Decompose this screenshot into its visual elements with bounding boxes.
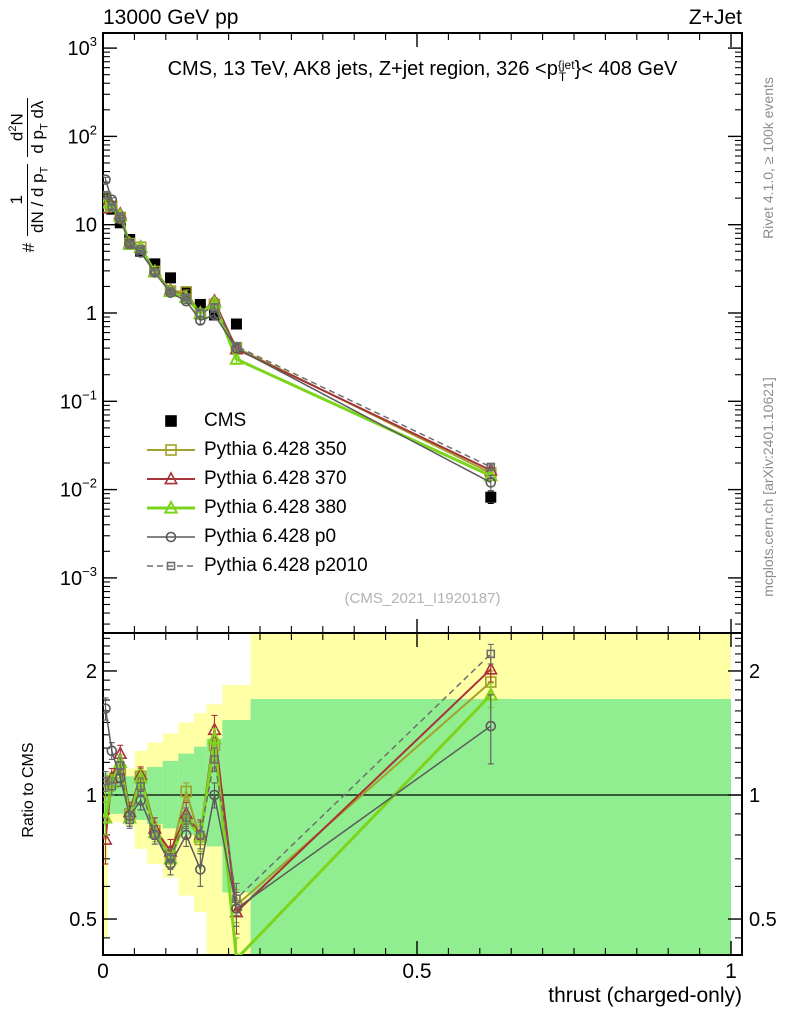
legend-label-py350: Pythia 6.428 350 — [204, 438, 347, 460]
legend-item-py370: Pythia 6.428 370 — [146, 464, 368, 493]
axis-ticks — [102, 33, 742, 955]
beam-energy-label: 13000 GeV pp — [103, 6, 239, 29]
legend-item-py350: Pythia 6.428 350 — [146, 435, 368, 464]
analysis-id-watermark: (CMS_2021_I1920187) — [344, 590, 501, 607]
svg-text:10: 10 — [75, 215, 97, 237]
series-p2010-ratio — [103, 643, 496, 917]
legend-label-py370: Pythia 6.428 370 — [204, 467, 347, 489]
legend-marker-p0 — [147, 531, 195, 542]
svg-text:102: 102 — [68, 122, 97, 148]
legend-marker-py370 — [147, 470, 195, 484]
svg-text:0: 0 — [97, 960, 109, 983]
svg-text:1: 1 — [86, 785, 97, 807]
svg-text:1: 1 — [86, 303, 97, 325]
plot-title-text: CMS, 13 TeV, AK8 jets, Z+jet region, 326… — [167, 58, 558, 80]
ratio-panel — [102, 632, 743, 956]
y-axis-frac1: 1 dN / d pT — [7, 163, 51, 236]
svg-text:0.5: 0.5 — [402, 960, 431, 983]
rivet-version-credit: Rivet 4.1.0, ≥ 100k events — [760, 77, 776, 239]
svg-text:10−3: 10−3 — [60, 564, 97, 590]
y-axis-title: # 1 dN / d pT d2N d pT dλ — [0, 20, 58, 330]
legend-item-cms: CMS — [146, 406, 368, 435]
svg-text:103: 103 — [68, 34, 97, 60]
legend-item-py380: Pythia 6.428 380 — [146, 493, 368, 522]
svg-text:10−2: 10−2 — [60, 476, 97, 502]
svg-text:2: 2 — [749, 661, 760, 683]
pt-jet-stack: {jet T — [557, 58, 575, 84]
legend-marker-py380 — [147, 499, 195, 514]
legend-item-p0: Pythia 6.428 p0 — [146, 522, 368, 551]
legend-label-cms: CMS — [204, 409, 247, 431]
process-label: Z+Jet — [688, 6, 742, 29]
ratio-axis-title: Ratio to CMS — [20, 742, 37, 838]
svg-text:1: 1 — [749, 785, 760, 807]
legend-label-p0: Pythia 6.428 p0 — [204, 525, 337, 547]
svg-text:0.5: 0.5 — [749, 909, 777, 931]
legend-marker-p2010 — [147, 561, 195, 570]
y-axis-frac2: d2N d pT dλ — [6, 97, 51, 157]
svg-text:0.5: 0.5 — [69, 909, 97, 931]
mcplots-credit: mcplots.cern.ch [arXiv:2401.10621] — [760, 377, 776, 597]
x-axis-title: thrust (charged-only) — [548, 984, 742, 1007]
legend-marker-py350 — [147, 443, 195, 456]
legend: CMS Pythia 6.428 350 Pythia 6.428 370 Pythi… — [146, 406, 368, 580]
svg-text:1: 1 — [725, 960, 737, 983]
legend-marker-cms — [165, 414, 177, 427]
svg-text:2: 2 — [86, 661, 97, 683]
legend-label-p2010: Pythia 6.428 p2010 — [204, 554, 368, 576]
plot-title: CMS, 13 TeV, AK8 jets, Z+jet region, 326… — [167, 58, 678, 84]
series-p2010-main — [103, 190, 496, 472]
legend-item-p2010: Pythia 6.428 p2010 — [146, 551, 368, 580]
svg-text:10−1: 10−1 — [60, 387, 97, 413]
legend-label-py380: Pythia 6.428 380 — [204, 496, 347, 518]
